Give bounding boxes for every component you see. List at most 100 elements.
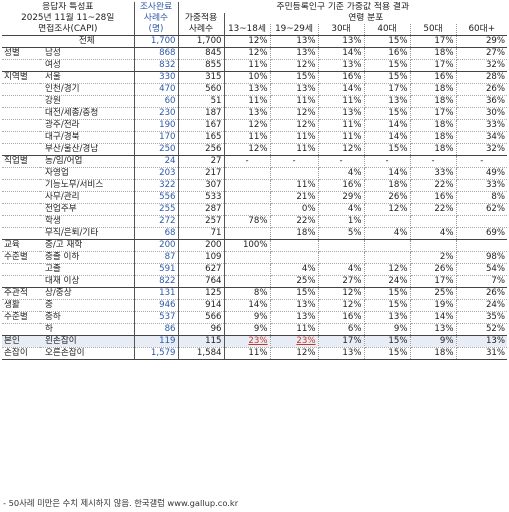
age-share-cell: 15% — [364, 287, 411, 300]
age-share-cell: 15% — [364, 35, 411, 48]
header-cases-label: 사례수 — [134, 13, 179, 24]
age-share-cell: 9% — [364, 323, 411, 336]
age-share-cell: 11% — [270, 131, 319, 144]
age-share-cell — [456, 215, 508, 228]
age-share-cell: 18% — [410, 131, 457, 144]
age-share-cell: 15% — [364, 71, 411, 84]
age-share-cell: 14% — [318, 83, 365, 96]
age-share-cell: 12% — [224, 119, 271, 132]
row-label: 대전/세종/충청 — [40, 107, 135, 120]
group-label — [2, 203, 40, 216]
row-label: 기능노무/서비스 — [40, 179, 135, 192]
header-age-col: 60대+ — [456, 24, 508, 36]
completed-count: 822 — [134, 275, 179, 288]
age-share-cell: 34% — [456, 131, 508, 144]
age-share-cell: 4% — [364, 227, 411, 240]
age-share-cell: 4% — [318, 203, 365, 216]
row-label: 자영업 — [40, 167, 135, 180]
age-share-cell: 13% — [318, 347, 365, 360]
age-share-cell: 49% — [456, 167, 508, 180]
footnote: - 50사례 미만은 수치 제시하지 않음. 한국갤럽 www.gallup.c… — [3, 498, 239, 508]
age-share-cell: 12% — [270, 347, 319, 360]
age-share-cell: 12% — [224, 35, 271, 48]
completed-count: 322 — [134, 179, 179, 192]
age-share-cell — [224, 203, 271, 216]
row-label: 사무/관리 — [40, 191, 135, 204]
completed-count: 131 — [134, 287, 179, 300]
weighted-count: 125 — [178, 287, 225, 300]
age-share-cell: 54% — [456, 263, 508, 276]
table-row: 인천/경기 470 560 13% 13% 14% 17% 18% 26% — [2, 83, 508, 96]
age-share-cell: 13% — [364, 95, 411, 108]
table-row: 자영업 203 217 4% 14% 33% 49% — [2, 167, 508, 180]
group-label: 수준별 — [2, 311, 40, 324]
weighted-count: 914 — [178, 299, 225, 312]
completed-count: 591 — [134, 263, 179, 276]
age-share-cell — [224, 179, 271, 192]
group-label — [2, 275, 40, 288]
table-row: 직업별 농/임/어업 24 27- - - - - - — [2, 155, 508, 168]
age-share-cell: 16% — [410, 71, 457, 84]
age-share-cell: 13% — [318, 107, 365, 120]
header-method: 면접조사(CAPI) — [2, 24, 135, 36]
age-share-cell: 13% — [270, 35, 319, 48]
header-weighted-cases: 사례수 — [178, 24, 225, 36]
age-share-cell: 36% — [456, 95, 508, 108]
age-share-cell: 11% — [270, 179, 319, 192]
age-share-cell: 29% — [318, 191, 365, 204]
age-share-cell: 16% — [410, 191, 457, 204]
age-share-cell — [318, 239, 365, 252]
weighted-count: 764 — [178, 275, 225, 288]
age-share-cell: 18% — [410, 83, 457, 96]
row-label: 여성 — [40, 59, 135, 72]
age-share-cell: 100% — [224, 239, 271, 252]
table-row: 성별 남성 868 845 12% 13% 14% 16% 18% 27% — [2, 47, 508, 60]
age-share-cell: 98% — [456, 251, 508, 264]
table-row: 대구/경북 170 165 11% 11% 11% 14% 18% 34% — [2, 131, 508, 144]
completed-count: 24 — [134, 155, 179, 168]
row-label: 하 — [40, 323, 135, 336]
age-share-cell: 17% — [410, 35, 457, 48]
row-label: 왼손잡이 — [40, 335, 135, 348]
table-row: 기능노무/서비스 322 307 11% 16% 18% 22% 33% — [2, 179, 508, 192]
table-row: 수준별 중졸 이하 87 109 2% 98% — [2, 251, 508, 264]
age-share-cell: 11% — [318, 95, 365, 108]
age-share-cell: 8% — [224, 287, 271, 300]
table-row: 대전/세종/충청 230 187 13% 12% 13% 15% 17% 30% — [2, 107, 508, 120]
table-row: 사무/관리 556 533 21% 29% 26% 16% 8% — [2, 191, 508, 204]
row-label: 대구/경북 — [40, 131, 135, 144]
age-share-cell — [318, 251, 365, 264]
row-label: 전체 — [40, 35, 135, 48]
weighted-count: 566 — [178, 311, 225, 324]
age-share-cell: 12% — [270, 59, 319, 72]
group-label — [2, 167, 40, 180]
completed-count: 470 — [134, 83, 179, 96]
age-share-cell: 13% — [410, 323, 457, 336]
age-share-cell: 15% — [270, 287, 319, 300]
table-row: 무직/은퇴/기타 68 71 18% 5% 4% 4% 69% — [2, 227, 508, 240]
age-share-cell: 24% — [364, 275, 411, 288]
age-share-cell — [410, 215, 457, 228]
row-label: 전업주부 — [40, 203, 135, 216]
age-share-cell: 13% — [270, 47, 319, 60]
completed-count: 1,579 — [134, 347, 179, 360]
age-share-cell: 16% — [318, 311, 365, 324]
header-age-col: 30대 — [318, 24, 365, 36]
weighted-count: 855 — [178, 59, 225, 72]
weighted-count: 256 — [178, 143, 225, 156]
age-share-cell — [224, 167, 271, 180]
age-share-cell: 24% — [456, 299, 508, 312]
age-share-cell: 18% — [410, 95, 457, 108]
row-label: 중졸 이하 — [40, 251, 135, 264]
completed-count: 86 — [134, 323, 179, 336]
age-share-cell: 17% — [318, 335, 365, 348]
group-label — [2, 83, 40, 96]
age-share-cell: 6% — [318, 323, 365, 336]
age-share-cell: 5% — [318, 227, 365, 240]
age-share-cell: 17% — [410, 107, 457, 120]
group-label — [2, 59, 40, 72]
row-label: 농/임/어업 — [40, 155, 135, 168]
table-row: 여성 832 855 11% 12% 13% 15% 17% 32% — [2, 59, 508, 72]
completed-count: 868 — [134, 47, 179, 60]
completed-count: 272 — [134, 215, 179, 228]
